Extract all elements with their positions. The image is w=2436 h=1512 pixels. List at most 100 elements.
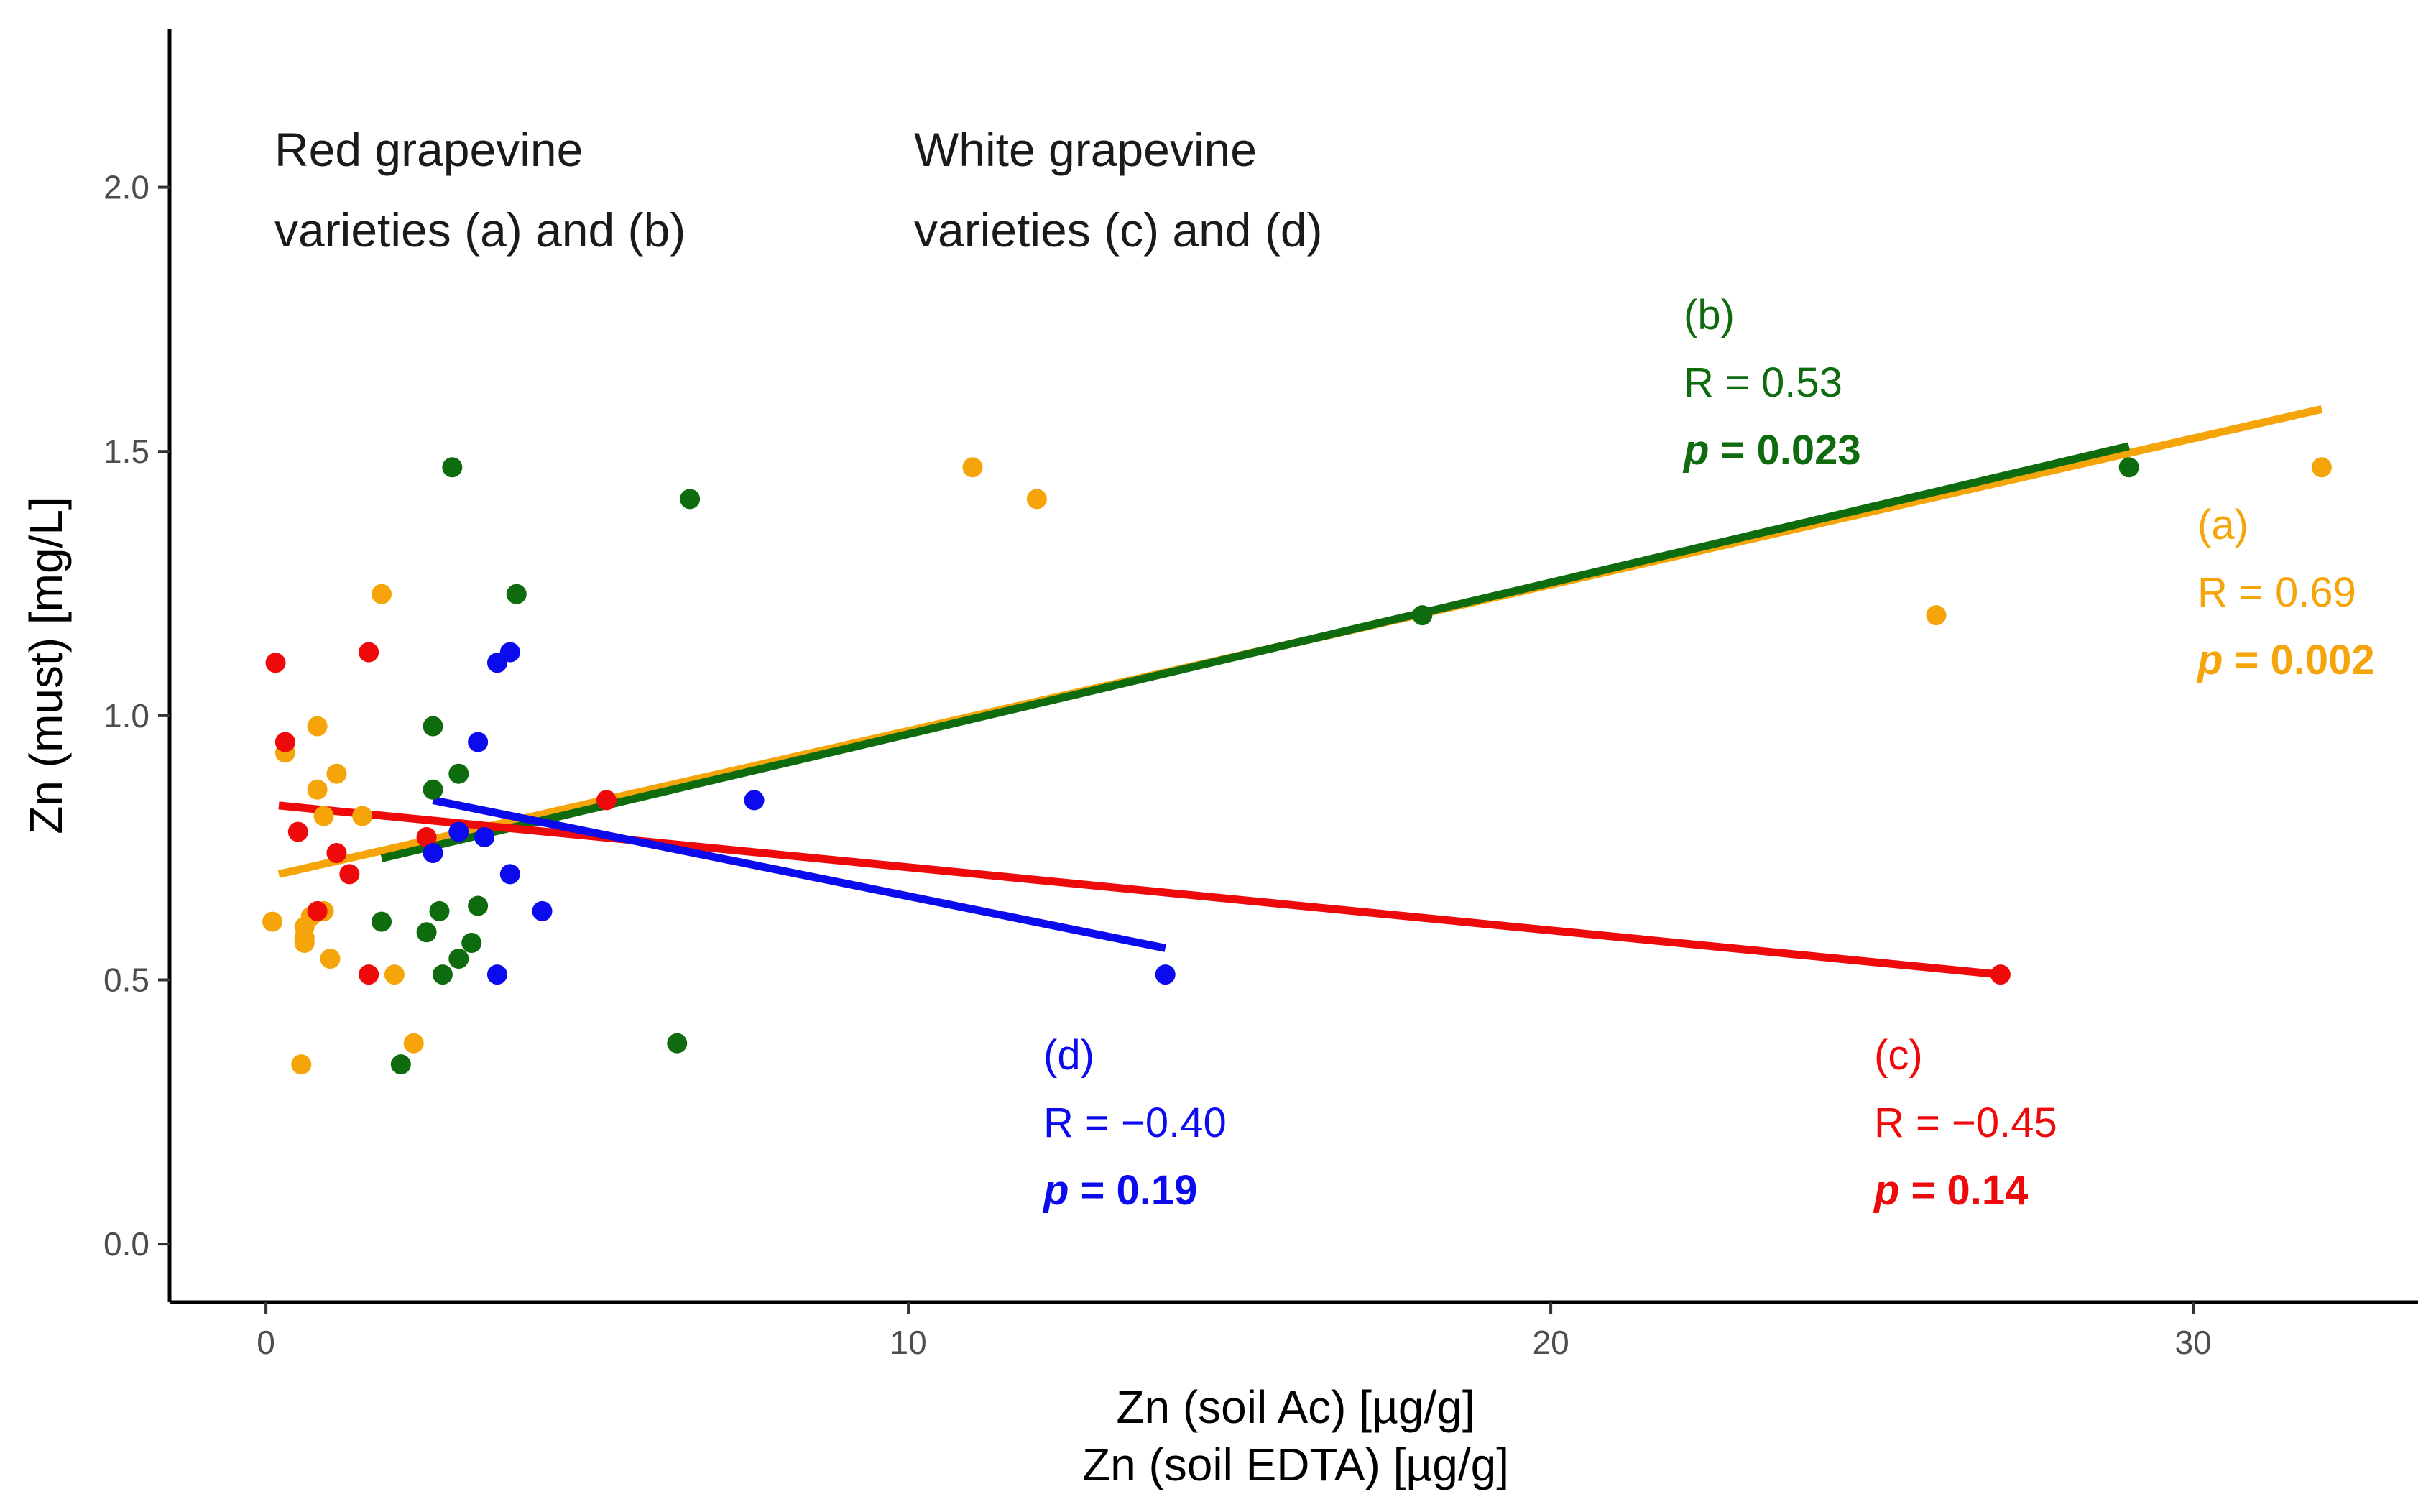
point-a [307,779,328,800]
point-c [359,964,379,985]
point-a [384,964,405,985]
y-tick-label: 0.0 [103,1225,149,1263]
y-axis-title: Zn (must) [mg/L] [20,497,72,834]
point-d [474,826,495,847]
group-label-white-line2: varieties (c) and (d) [914,203,1323,257]
point-b [680,489,701,510]
x-axis-title-secondary: Zn (soil EDTA) [µg/g] [1082,1439,1509,1490]
annotation-c-p-value: = 0.14 [1899,1167,2028,1214]
point-a [262,911,283,932]
annotation-b-name: (b) [1684,292,1735,338]
point-c [1990,964,2011,985]
point-c [265,653,286,673]
point-a [1026,489,1047,510]
point-d [744,790,765,811]
point-b [468,895,489,916]
point-d [499,642,520,663]
annotation-a-p-value: = 0.002 [2223,637,2374,683]
y-tick-label: 0.5 [103,961,149,998]
point-b [432,964,453,985]
x-tick-label: 20 [1533,1324,1569,1361]
point-a [352,806,373,826]
point-b [390,1054,411,1075]
point-a [294,933,315,954]
fit-line-d [432,796,1166,952]
annotation-d-name: (d) [1043,1032,1094,1079]
group-label-red: Red grapevine varieties (a) and (b) [274,123,686,257]
point-d [532,900,553,921]
group-label-white: White grapevine varieties (c) and (d) [914,123,1323,257]
point-b [448,949,469,969]
point-a [313,806,334,826]
x-ticks: 0 10 20 30 [257,1302,2212,1361]
point-d [448,821,469,842]
group-label-red-line1: Red grapevine [274,123,583,176]
point-a [403,1033,424,1054]
annotation-c-name: (c) [1874,1032,1923,1079]
point-b [506,584,527,604]
point-b [2118,457,2139,478]
x-tick-label: 30 [2175,1324,2212,1361]
point-b [1412,605,1433,626]
axes [167,29,2418,1304]
fit-line-c [278,801,2001,979]
annotation-a-r: R = 0.69 [2197,569,2356,616]
point-b [416,922,437,943]
annotation-a-name: (a) [2197,502,2248,548]
x-axis-title: Zn (soil Ac) [µg/g] [1116,1381,1475,1433]
annotation-b: (b) R = 0.53 p = 0.023 [1682,292,1861,474]
annotation-d-p-symbol: p [1042,1167,1069,1214]
point-c [274,732,295,752]
point-c [359,642,379,663]
point-b [423,779,443,800]
annotation-d-p-value: = 0.19 [1069,1167,1197,1214]
point-a [320,949,341,969]
y-tick-label: 1.5 [103,433,149,470]
fit-line-b [380,442,2130,862]
point-a [326,763,347,784]
point-c [596,790,617,811]
point-a [372,584,392,604]
point-b [448,763,469,784]
x-tick-label: 0 [257,1324,275,1361]
point-c [287,821,308,842]
point-b [429,900,450,921]
point-d [486,964,507,985]
point-a [291,1054,312,1075]
annotation-c-p-symbol: p [1873,1167,1899,1214]
annotation-c-p: p = 0.14 [1873,1167,2028,1214]
annotation-a-p-symbol: p [2196,637,2223,683]
point-b [372,911,392,932]
annotation-b-p-value: = 0.023 [1709,427,1860,474]
y-ticks: 0.0 0.5 1.0 1.5 2.0 [103,169,170,1263]
data-points [262,457,2332,1075]
group-label-white-line1: White grapevine [914,123,1257,176]
annotation-a-p: p = 0.002 [2196,637,2375,683]
annotation-a: (a) R = 0.69 p = 0.002 [2196,502,2375,683]
annotation-b-p: p = 0.023 [1682,427,1861,474]
x-tick-label: 10 [890,1324,927,1361]
annotation-b-p-symbol: p [1682,427,1709,474]
point-d [468,732,489,752]
regression-lines [277,405,2323,979]
point-d [423,843,443,864]
annotation-d-p: p = 0.19 [1042,1167,1197,1214]
point-d [1155,964,1176,985]
annotation-c-r: R = −0.45 [1874,1100,2057,1146]
point-b [423,716,443,737]
y-tick-label: 1.0 [103,697,149,734]
annotation-d: (d) R = −0.40 p = 0.19 [1042,1032,1227,1214]
y-tick-label: 2.0 [103,169,149,206]
annotation-b-r: R = 0.53 [1684,359,1842,406]
point-c [307,900,328,921]
point-c [326,843,347,864]
annotation-d-r: R = −0.40 [1043,1100,1227,1146]
point-a [307,716,328,737]
point-a [2311,457,2332,478]
point-c [339,864,360,885]
group-label-red-line2: varieties (a) and (b) [274,203,686,257]
point-c [416,826,437,847]
point-a [962,457,983,478]
